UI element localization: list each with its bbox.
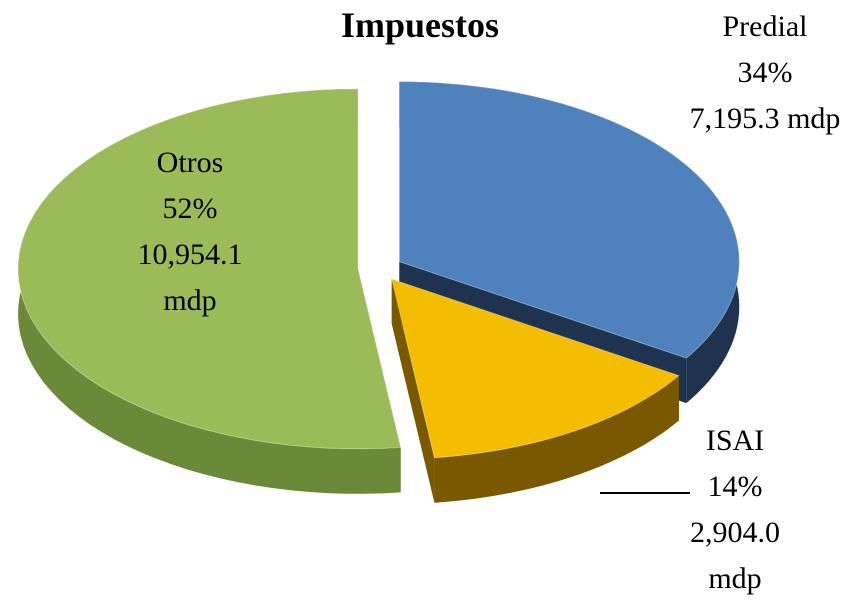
label-isai: ISAI 14% 2,904.0 mdp (675, 418, 795, 602)
slice-name: Otros (156, 146, 224, 179)
pie-slice (398, 81, 740, 359)
pie-tops (17, 81, 740, 459)
slice-side (434, 375, 679, 503)
pie-slice (391, 278, 680, 459)
slice-wall (391, 279, 435, 503)
slice-amount: 10,954.1 mdp (137, 238, 243, 317)
label-otros: Otros 52% 10,954.1 mdp (115, 140, 265, 324)
slice-percent: 14% (707, 470, 763, 503)
slice-amount: 2,904.0 mdp (690, 516, 780, 595)
slice-side (18, 88, 401, 494)
slice-amount: 7,195.3 mdp (689, 102, 841, 135)
slice-name: Predial (722, 10, 808, 43)
pie-slice (17, 88, 402, 450)
slice-percent: 52% (162, 192, 218, 225)
label-predial: Predial 34% 7,195.3 mdp (680, 4, 850, 142)
slice-percent: 34% (737, 56, 793, 89)
slice-name: ISAI (705, 424, 765, 457)
chart-title: Impuestos (340, 5, 500, 45)
